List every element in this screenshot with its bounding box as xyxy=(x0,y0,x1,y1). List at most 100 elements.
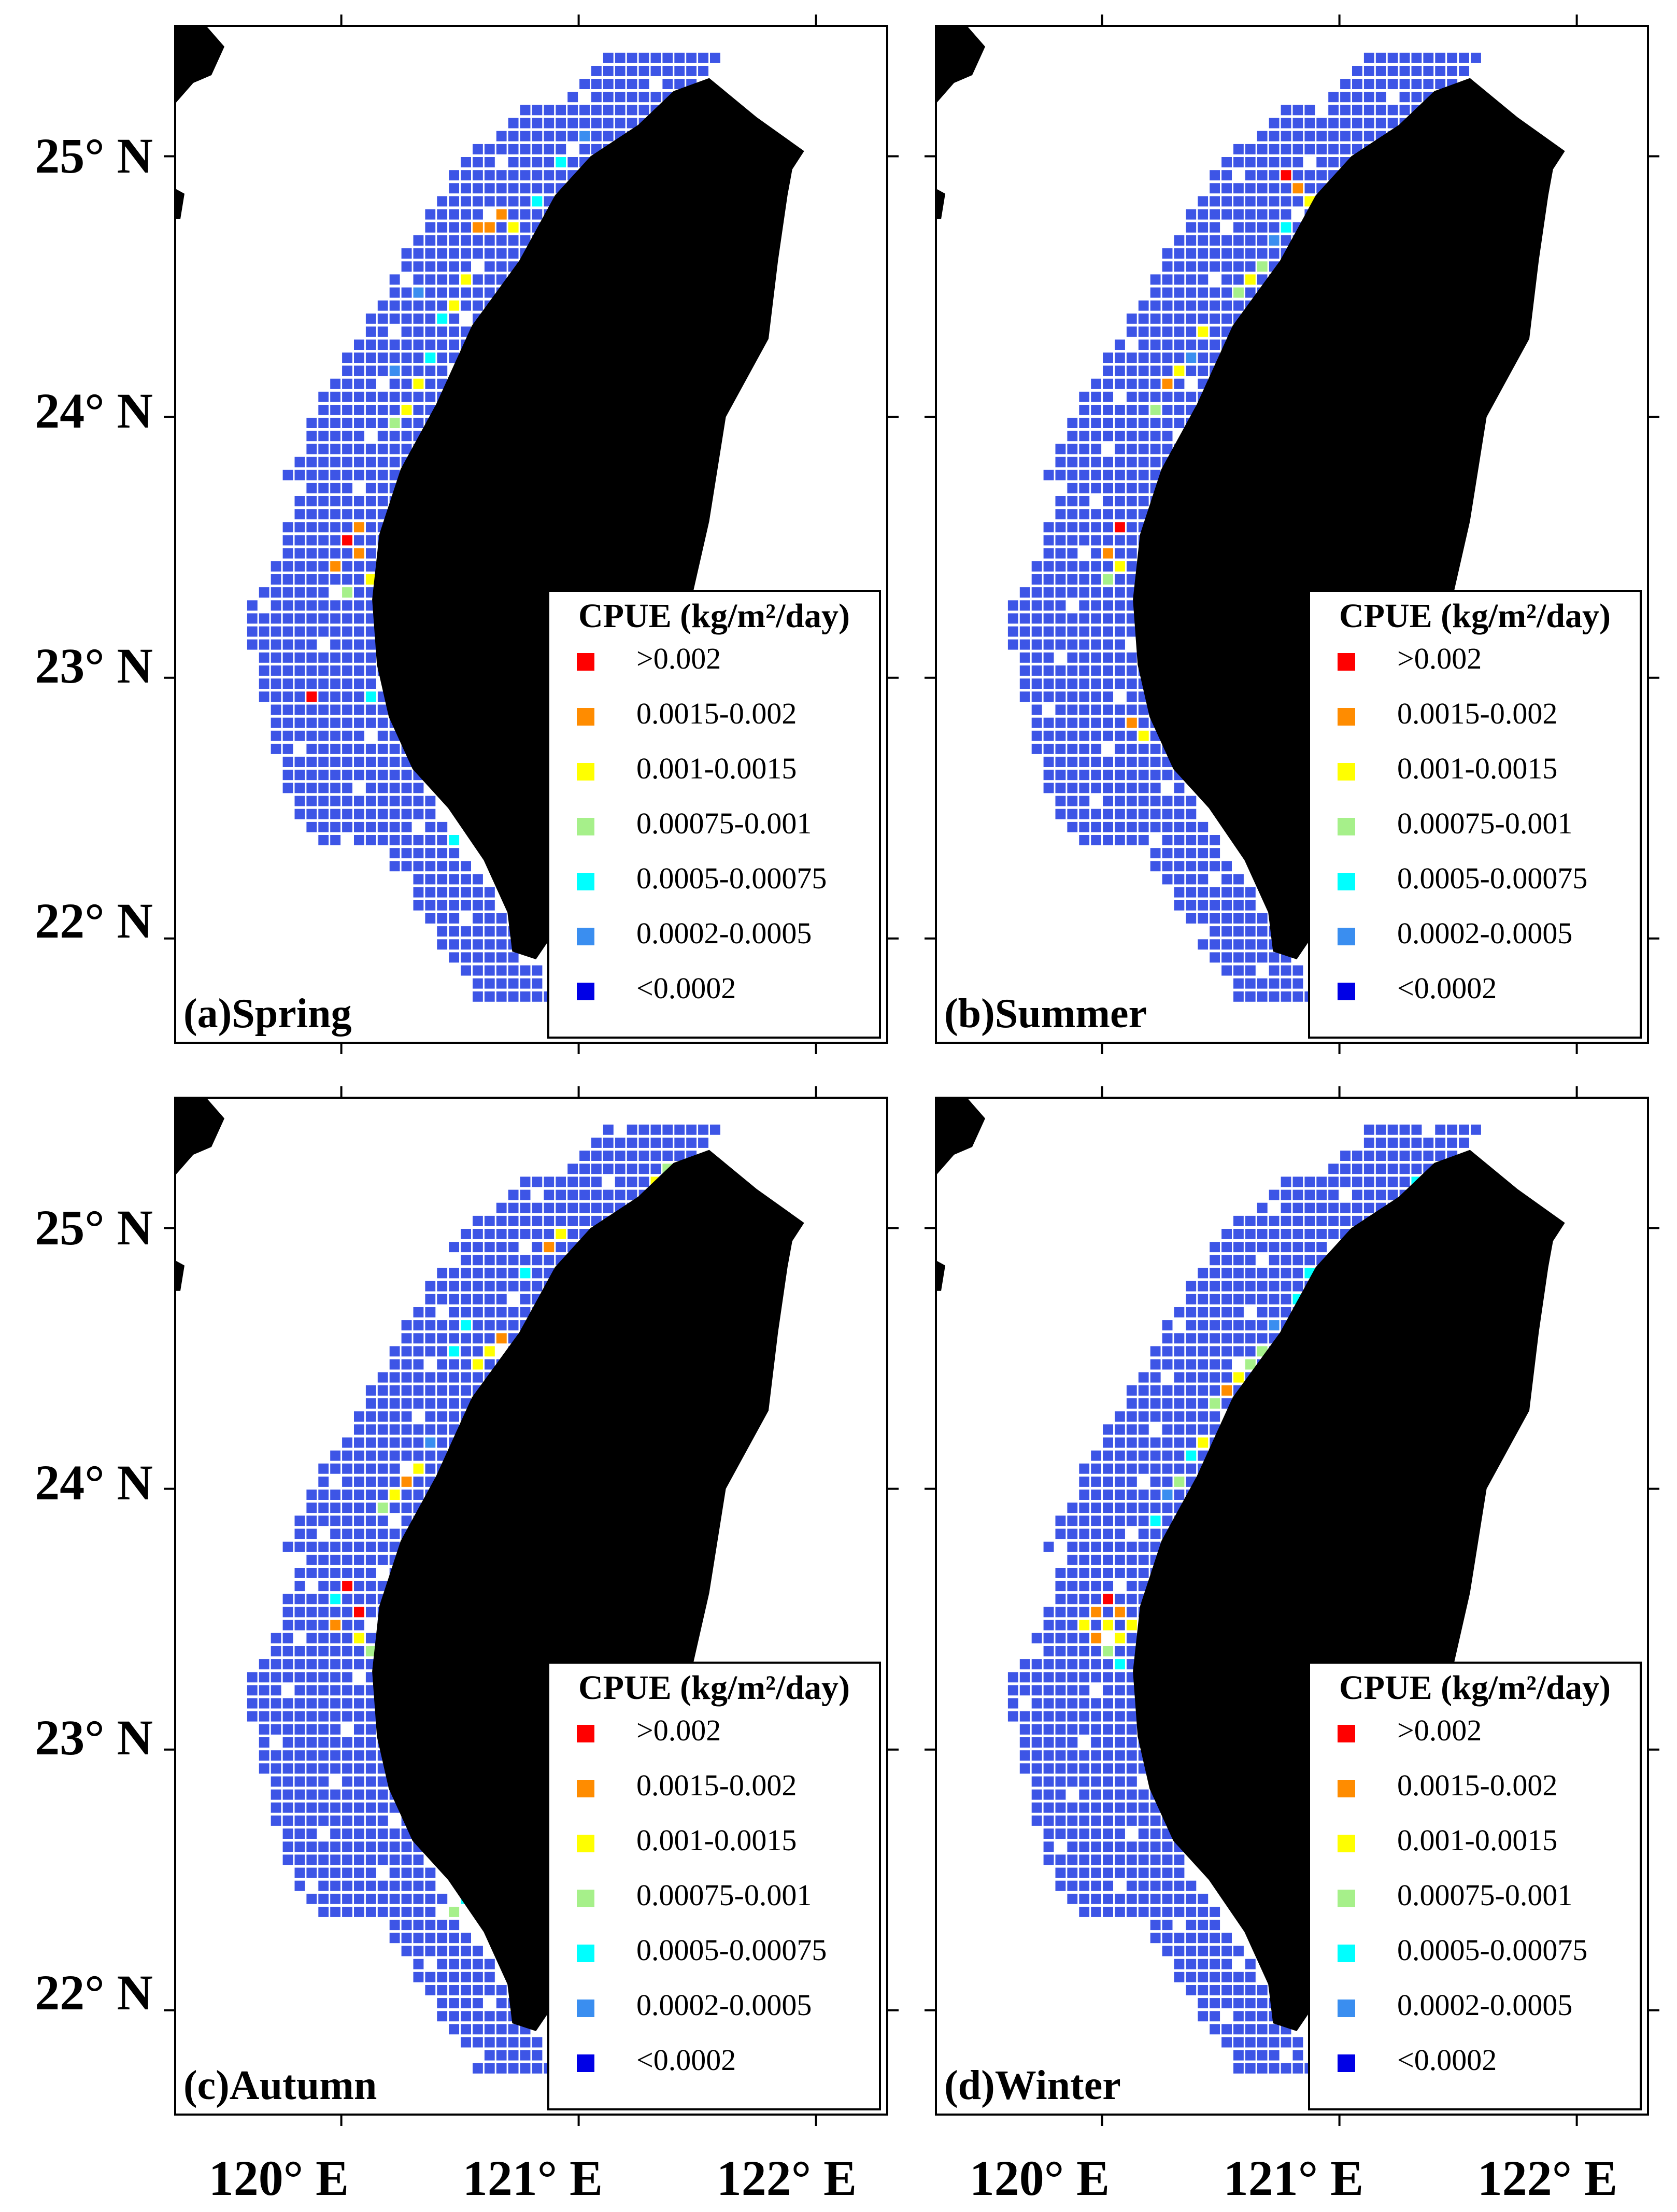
grid-cell xyxy=(482,194,496,208)
grid-cell xyxy=(1136,1866,1150,1880)
grid-cell xyxy=(1172,1970,1186,1984)
grid-cell xyxy=(1267,1266,1281,1280)
grid-cell xyxy=(1136,1462,1150,1476)
grid-cell xyxy=(281,468,295,482)
grid-cell xyxy=(305,1749,319,1763)
grid-cell xyxy=(1172,1853,1186,1867)
grid-cell xyxy=(1291,1188,1305,1202)
grid-cell xyxy=(1065,794,1079,808)
grid-cell xyxy=(494,2035,508,2049)
grid-cell xyxy=(411,351,425,365)
grid-cell xyxy=(1125,1736,1139,1749)
grid-cell xyxy=(281,520,295,534)
grid-cell xyxy=(1374,116,1388,130)
grid-cell xyxy=(1101,1827,1115,1840)
grid-cell xyxy=(1113,1436,1127,1450)
grid-cell xyxy=(1303,168,1317,182)
grid-cell xyxy=(317,690,331,704)
grid-cell xyxy=(352,1866,366,1880)
grid-cell xyxy=(1196,898,1210,912)
grid-cell xyxy=(1374,1188,1388,1202)
grid-cell xyxy=(482,1227,496,1241)
grid-cell xyxy=(1232,976,1245,990)
grid-cell xyxy=(411,403,425,417)
grid-cell xyxy=(459,207,473,221)
grid-cell xyxy=(1267,168,1281,182)
grid-cell xyxy=(1303,129,1317,143)
grid-cell xyxy=(1042,1683,1056,1697)
grid-cell xyxy=(1101,1696,1115,1710)
grid-cell xyxy=(1054,716,1068,730)
grid-cell xyxy=(625,90,639,104)
hotspot-cell xyxy=(1232,286,1245,300)
grid-cell xyxy=(1077,1579,1091,1593)
grid-cell xyxy=(305,716,319,730)
grid-cell xyxy=(613,1175,627,1189)
grid-cell xyxy=(1232,1983,1245,1997)
grid-cell xyxy=(257,1762,271,1776)
hotspot-cell xyxy=(1184,1449,1198,1463)
grid-cell xyxy=(340,729,354,743)
grid-cell xyxy=(340,416,354,430)
grid-cell xyxy=(1042,755,1056,769)
grid-cell xyxy=(530,1214,544,1228)
grid-cell xyxy=(1208,912,1222,925)
grid-cell xyxy=(1077,1775,1091,1789)
hotspot-cell xyxy=(1113,1631,1127,1645)
grid-cell xyxy=(352,1840,366,1854)
grid-cell xyxy=(1208,1983,1222,1997)
grid-cell xyxy=(1065,1566,1079,1580)
grid-cell xyxy=(340,442,354,456)
grid-cell xyxy=(1113,703,1127,717)
grid-cell xyxy=(697,51,710,65)
grid-cell xyxy=(1113,1840,1127,1854)
grid-cell xyxy=(459,234,473,247)
grid-cell xyxy=(1255,1240,1269,1254)
grid-cell xyxy=(459,1931,473,1945)
grid-cell xyxy=(317,1488,331,1501)
grid-cell xyxy=(1065,1644,1079,1658)
grid-cell xyxy=(1160,390,1174,404)
grid-cell xyxy=(1232,1292,1245,1306)
grid-cell xyxy=(352,455,366,469)
grid-cell xyxy=(293,768,307,782)
grid-cell xyxy=(1148,299,1162,313)
grid-cell xyxy=(1172,794,1186,808)
grid-cell xyxy=(1113,677,1127,691)
grid-cell xyxy=(1457,1123,1471,1137)
grid-cell xyxy=(613,64,627,78)
grid-cell xyxy=(1243,1214,1257,1228)
grid-cell xyxy=(376,755,390,769)
grid-cell xyxy=(317,716,331,730)
grid-cell xyxy=(435,364,449,378)
grid-cell xyxy=(1101,716,1115,730)
grid-cell xyxy=(352,1449,366,1463)
grid-cell xyxy=(1101,820,1115,834)
grid-cell xyxy=(317,781,331,795)
grid-cell xyxy=(305,703,319,717)
hotspot-cell xyxy=(1267,234,1281,247)
grid-cell xyxy=(317,1788,331,1802)
grid-cell xyxy=(1101,768,1115,782)
grid-cell xyxy=(1243,1292,1257,1306)
grid-cell xyxy=(435,1996,449,2010)
grid-cell xyxy=(494,2061,508,2075)
grid-cell xyxy=(459,1970,473,1984)
grid-cell xyxy=(1065,494,1079,508)
grid-cell xyxy=(1279,1279,1293,1293)
grid-cell xyxy=(447,260,461,274)
map-ticks xyxy=(925,15,1659,1054)
grid-cell xyxy=(400,1892,414,1906)
grid-cell xyxy=(423,820,437,834)
grid-cell xyxy=(1208,1331,1222,1345)
grid-cell xyxy=(364,1892,378,1906)
grid-cell xyxy=(388,794,402,808)
grid-cell xyxy=(1136,1853,1150,1867)
grid-cell xyxy=(1089,1709,1103,1723)
grid-cell xyxy=(376,742,390,756)
grid-cell xyxy=(471,1370,485,1384)
grid-cell xyxy=(1018,1657,1032,1671)
grid-cell xyxy=(1113,494,1127,508)
grid-cell xyxy=(613,1136,627,1150)
grid-cell xyxy=(637,1123,651,1137)
